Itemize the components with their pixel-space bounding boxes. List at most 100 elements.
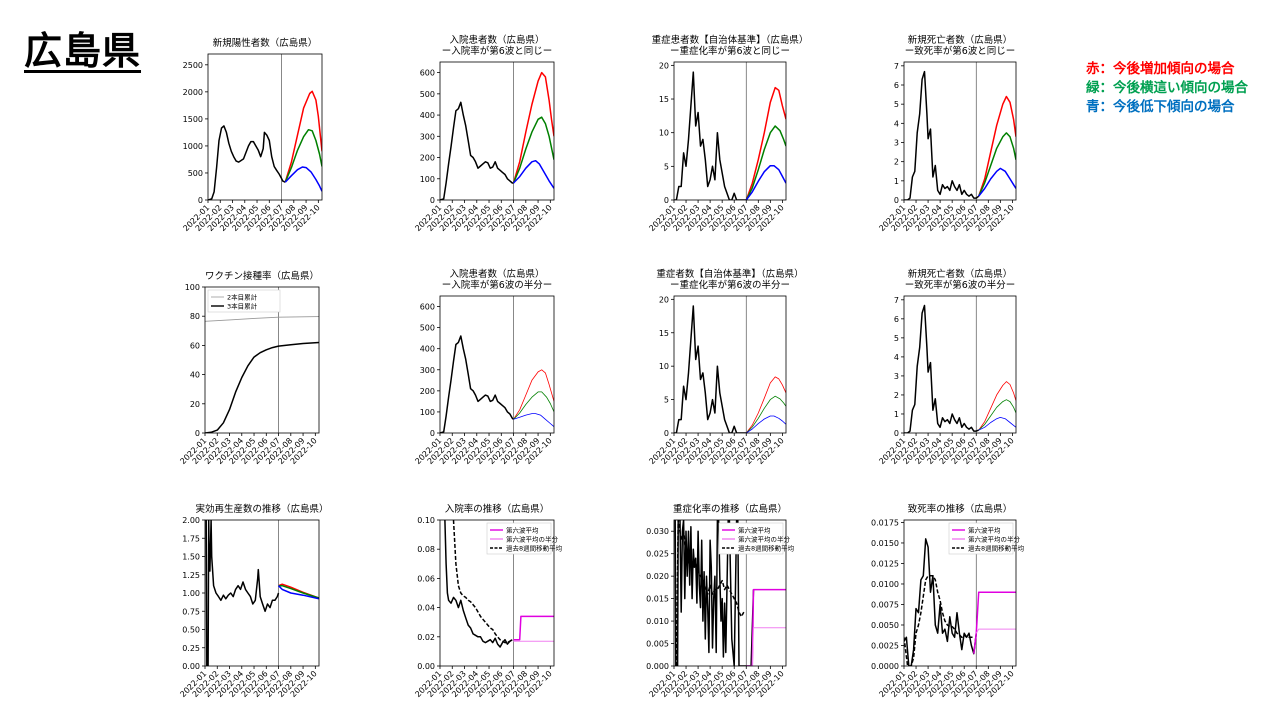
x-tick-label: 2022-04 bbox=[684, 669, 714, 699]
y-tick-label: 10 bbox=[659, 362, 669, 371]
chart-title: 重症患者数【自治体基準】（広島県） bbox=[652, 34, 809, 46]
chart-title: ワクチン接種率（広島県） bbox=[205, 270, 319, 282]
series-line bbox=[904, 304, 979, 433]
plot-frame bbox=[204, 286, 320, 434]
series-line bbox=[513, 615, 554, 641]
x-tick-label: 2022-03 bbox=[203, 669, 233, 699]
series-line bbox=[904, 70, 980, 200]
x-tick-label: 2022-03 bbox=[901, 203, 931, 233]
x-tick-label: 2022-02 bbox=[191, 436, 221, 466]
x-tick-label: 2022-09 bbox=[511, 669, 541, 699]
x-tick-label: 2022-07 bbox=[487, 203, 517, 233]
y-tick-label: 7 bbox=[894, 62, 899, 71]
series-line bbox=[444, 520, 513, 648]
x-tick-label: 2022-01 bbox=[181, 203, 211, 233]
y-tick-label: 15 bbox=[659, 95, 669, 104]
y-tick-label: 6 bbox=[894, 315, 899, 324]
x-tick-label: 2022-03 bbox=[671, 203, 701, 233]
x-tick-label: 2022-07 bbox=[720, 436, 750, 466]
y-tick-label: 500 bbox=[420, 90, 435, 99]
legend-red: 赤：今後増加傾向の場合 bbox=[1086, 61, 1235, 77]
x-tick-label: 2022-02 bbox=[659, 436, 689, 466]
x-tick-label: 2022-10 bbox=[986, 436, 1016, 466]
x-tick-label: 2022-03 bbox=[901, 669, 931, 699]
y-tick-label: 5 bbox=[894, 334, 899, 343]
y-tick-label: 100 bbox=[420, 408, 435, 417]
x-tick-label: 2022-01 bbox=[413, 436, 443, 466]
legend-box bbox=[718, 522, 784, 555]
series-line bbox=[746, 588, 786, 666]
x-tick-label: 2022-07 bbox=[487, 436, 517, 466]
x-tick-label: 2022-10 bbox=[292, 203, 322, 233]
x-tick-label: 2022-03 bbox=[438, 203, 468, 233]
y-tick-label: 7 bbox=[894, 296, 899, 305]
x-tick-label: 2022-06 bbox=[708, 436, 738, 466]
series-line bbox=[978, 167, 1016, 197]
x-tick-label: 2022-09 bbox=[744, 669, 774, 699]
x-tick-label: 2022-09 bbox=[974, 203, 1004, 233]
y-tick-label: 15 bbox=[659, 329, 669, 338]
legend-box bbox=[948, 522, 1014, 555]
y-tick-label: 1.00 bbox=[182, 589, 200, 598]
chart-title: ー入院率が第6波の半分ー bbox=[442, 279, 553, 291]
chart-title: 新規陽性者数（広島県） bbox=[213, 37, 318, 49]
series-line bbox=[205, 316, 319, 322]
x-tick-label: 2022-10 bbox=[289, 436, 319, 466]
y-tick-label: 400 bbox=[420, 111, 435, 120]
x-tick-label: 2022-02 bbox=[889, 436, 919, 466]
legend-label: 過去8週間移動平均 bbox=[506, 543, 563, 552]
chart-title: ー致死率が第6波と同じー bbox=[905, 45, 1016, 57]
page-title: 広島県 bbox=[24, 29, 142, 73]
series-line bbox=[512, 159, 554, 189]
series-line bbox=[208, 125, 286, 200]
series-line bbox=[452, 520, 513, 644]
plot-frame bbox=[903, 61, 1017, 201]
x-tick-label: 2022-08 bbox=[499, 669, 529, 699]
series-line bbox=[440, 335, 515, 433]
y-tick-label: 1500 bbox=[183, 115, 203, 124]
series-line bbox=[745, 376, 786, 433]
x-tick-label: 2022-02 bbox=[659, 203, 689, 233]
x-tick-label: 2022-01 bbox=[178, 436, 208, 466]
legend-label: 第六波平均 bbox=[506, 525, 539, 534]
x-tick-label: 2022-08 bbox=[264, 669, 294, 699]
series-line bbox=[745, 164, 786, 200]
x-tick-label: 2022-09 bbox=[511, 436, 541, 466]
x-tick-label: 2022-09 bbox=[511, 203, 541, 233]
y-tick-label: 0.000 bbox=[646, 662, 669, 671]
y-tick-label: 0.50 bbox=[182, 626, 200, 635]
series-line bbox=[904, 538, 978, 666]
x-tick-label: 2022-08 bbox=[732, 436, 762, 466]
y-tick-label: 400 bbox=[420, 345, 435, 354]
x-tick-label: 2022-09 bbox=[276, 669, 306, 699]
series-line bbox=[745, 125, 786, 200]
y-tick-label: 0.25 bbox=[182, 644, 200, 653]
y-tick-label: 0.00 bbox=[417, 662, 435, 671]
x-tick-label: 2022-05 bbox=[230, 203, 260, 233]
x-tick-label: 2022-10 bbox=[756, 436, 786, 466]
series-line bbox=[746, 415, 786, 433]
y-tick-label: 10 bbox=[659, 129, 669, 138]
x-tick-label: 2022-03 bbox=[438, 669, 468, 699]
y-tick-label: 2000 bbox=[183, 88, 203, 97]
series-line bbox=[278, 583, 319, 599]
x-tick-label: 2022-07 bbox=[950, 203, 980, 233]
series-line bbox=[674, 520, 755, 666]
x-tick-label: 2022-05 bbox=[696, 436, 726, 466]
x-tick-label: 2022-03 bbox=[206, 203, 236, 233]
x-tick-label: 2022-05 bbox=[696, 669, 726, 699]
y-tick-label: 200 bbox=[420, 387, 435, 396]
x-tick-label: 2022-09 bbox=[744, 436, 774, 466]
series-line bbox=[284, 128, 322, 183]
y-tick-label: 100 bbox=[420, 175, 435, 184]
x-tick-label: 2022-03 bbox=[438, 436, 468, 466]
x-tick-label: 2022-04 bbox=[914, 436, 944, 466]
y-tick-label: 1000 bbox=[183, 142, 203, 151]
y-tick-label: 0.0100 bbox=[871, 580, 899, 589]
x-tick-label: 2022-06 bbox=[938, 669, 968, 699]
y-tick-label: 0.75 bbox=[182, 607, 200, 616]
legend-label: 第六波平均の半分 bbox=[738, 534, 791, 543]
chart-title: 実効再生産数の推移（広島県） bbox=[195, 503, 328, 515]
y-tick-label: 0.015 bbox=[646, 595, 669, 604]
y-tick-label: 2.00 bbox=[182, 516, 200, 525]
